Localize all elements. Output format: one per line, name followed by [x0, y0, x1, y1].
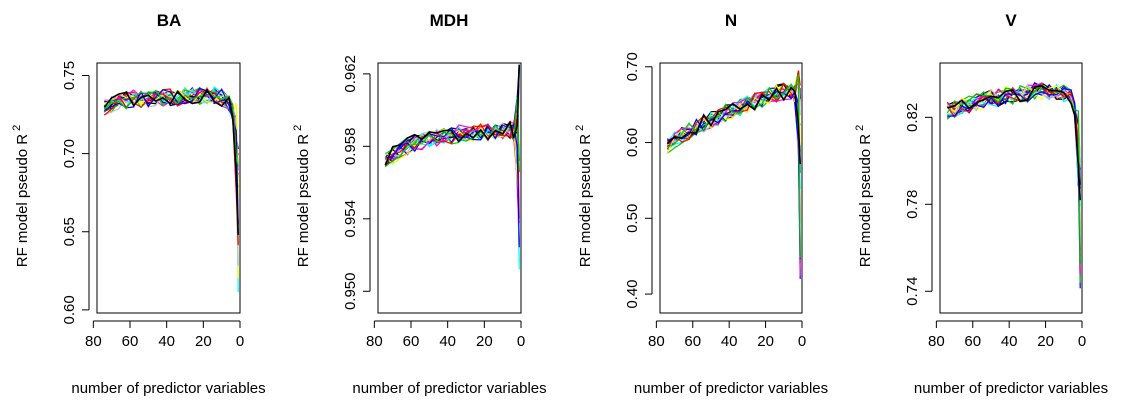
- series-line: [103, 87, 239, 244]
- x-tick-label: 40: [439, 333, 456, 350]
- chart-panel-mdh: MDH 80 60 40 20 0 0.950 0.954 0.958 0.962 number o…: [292, 11, 547, 397]
- series-line: [946, 83, 1081, 251]
- series-line: [103, 88, 239, 171]
- x-tick-label: 60: [122, 333, 139, 350]
- y-axis-label-superscript: 2: [11, 125, 23, 131]
- y-tick-label: 0.962: [342, 55, 359, 93]
- x-axis-label: number of predictor variables: [634, 380, 828, 397]
- series-line: [103, 89, 239, 167]
- panel-title: N: [725, 11, 737, 30]
- y-axis-label: RF model pseudo R 2: [292, 125, 312, 268]
- x-tick-label: 20: [757, 333, 774, 350]
- x-tick-label: 0: [798, 333, 806, 350]
- y-tick-label: 0.954: [342, 200, 359, 238]
- series-line: [103, 88, 239, 279]
- y-tick-label: 0.50: [624, 204, 641, 233]
- x-tick-label: 0: [1078, 333, 1086, 350]
- series-line: [384, 102, 520, 219]
- series-line: [103, 86, 239, 231]
- series-lines: [666, 70, 801, 279]
- y-axis-label: RF model pseudo R 2: [574, 125, 594, 268]
- x-axis-label: number of predictor variables: [914, 380, 1108, 397]
- x-tick-label: 20: [195, 333, 212, 350]
- x-tick-label: 40: [158, 333, 175, 350]
- y-tick-label: 0.65: [61, 217, 78, 246]
- y-tick-label: 0.82: [904, 103, 921, 132]
- series-line: [103, 89, 239, 246]
- plot-frame: [939, 62, 1083, 314]
- y-tick-label: 0.950: [342, 272, 359, 310]
- y-axis-label-text: RF model pseudo R: [295, 134, 312, 268]
- series-line: [947, 85, 1081, 201]
- x-axis-label: number of predictor variables: [352, 380, 546, 397]
- y-axis-label-text: RF model pseudo R: [14, 134, 31, 268]
- x-axis-label: number of predictor variables: [71, 380, 265, 397]
- plot-frame: [377, 62, 522, 314]
- series-line: [104, 90, 239, 266]
- x-tick-label: 0: [236, 333, 244, 350]
- series-line: [947, 84, 1081, 283]
- y-tick-label: 0.74: [904, 277, 921, 306]
- x-tick-label: 80: [648, 333, 665, 350]
- y-axis-label-superscript: 2: [292, 125, 304, 131]
- x-tick-label: 20: [476, 333, 493, 350]
- y-tick-label: 0.70: [624, 52, 641, 81]
- series-line: [103, 86, 239, 293]
- series-lines: [384, 64, 520, 270]
- panel-title: MDH: [430, 11, 469, 30]
- series-lines: [946, 81, 1081, 289]
- x-tick-label: 40: [1001, 333, 1018, 350]
- panel-title: V: [1005, 11, 1017, 30]
- y-axis-label-text: RF model pseudo R: [857, 134, 874, 268]
- x-tick-label: 60: [684, 333, 701, 350]
- series-lines: [103, 86, 239, 293]
- series-line: [384, 123, 520, 202]
- plot-frame: [96, 62, 241, 314]
- series-line: [667, 74, 801, 259]
- plot-frame: [659, 62, 803, 314]
- y-axis-label-superscript: 2: [854, 125, 866, 131]
- y-axis-label: RF model pseudo R 2: [11, 125, 31, 268]
- y-axis-label: RF model pseudo R 2: [854, 125, 874, 268]
- y-tick-label: 0.958: [342, 128, 359, 166]
- series-line: [666, 90, 801, 260]
- y-axis-label-text: RF model pseudo R: [577, 134, 594, 268]
- series-line: [947, 83, 1081, 289]
- x-tick-label: 60: [964, 333, 981, 350]
- y-tick-label: 0.75: [61, 61, 78, 90]
- series-line: [666, 86, 801, 165]
- x-tick-label: 20: [1037, 333, 1054, 350]
- x-tick-label: 40: [721, 333, 738, 350]
- chart-panel-n: N 80 60 40 20 0 0.40 0.50 0.60 0.70 number of pred…: [574, 11, 828, 397]
- series-line: [667, 87, 801, 154]
- panel-title: BA: [157, 11, 182, 30]
- y-tick-label: 0.60: [624, 128, 641, 157]
- y-axis-label-superscript: 2: [574, 125, 586, 131]
- series-line: [103, 88, 239, 235]
- series-line: [103, 89, 239, 226]
- series-line: [947, 88, 1081, 264]
- chart-panel-v: V 80 60 40 20 0 0.74 0.78 0.82 number of predicto…: [854, 11, 1108, 397]
- x-tick-label: 80: [928, 333, 945, 350]
- x-tick-label: 0: [517, 333, 525, 350]
- x-tick-label: 60: [403, 333, 420, 350]
- y-tick-label: 0.40: [624, 279, 641, 308]
- x-tick-label: 80: [366, 333, 383, 350]
- x-tick-label: 80: [85, 333, 102, 350]
- y-tick-label: 0.70: [61, 139, 78, 168]
- chart-panel-ba: BA 80 60 40 20 0 0.60 0.65 0.70 0.75 number of pre…: [11, 11, 266, 397]
- series-line: [946, 86, 1081, 273]
- y-tick-label: 0.60: [61, 295, 78, 324]
- y-tick-label: 0.78: [904, 190, 921, 219]
- series-line: [384, 64, 520, 166]
- series-line: [104, 87, 239, 224]
- series-line: [947, 85, 1081, 241]
